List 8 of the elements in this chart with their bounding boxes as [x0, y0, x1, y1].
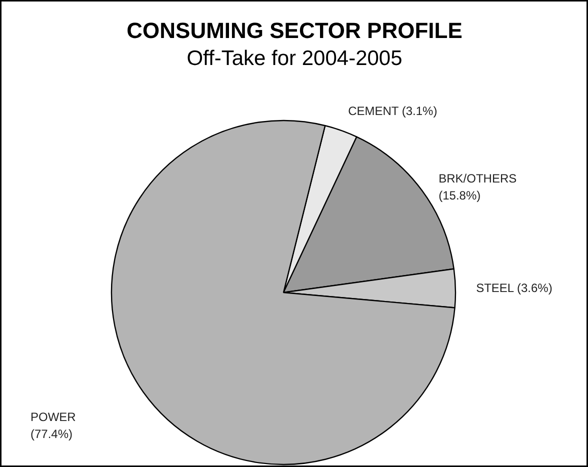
chart-title: CONSUMING SECTOR PROFILE	[126, 18, 462, 43]
data-label: (15.8%)	[438, 188, 481, 202]
slice-label: STEEL (3.6%)	[476, 280, 552, 295]
chart-subtitle: Off-Take for 2004-2005	[186, 47, 402, 70]
slice-label: CEMENT (3.1%)	[348, 104, 438, 118]
data-label: (77.4%)	[30, 427, 73, 442]
slice-label: BRK/OTHERS	[438, 171, 517, 186]
slice-label: POWER	[30, 410, 76, 424]
